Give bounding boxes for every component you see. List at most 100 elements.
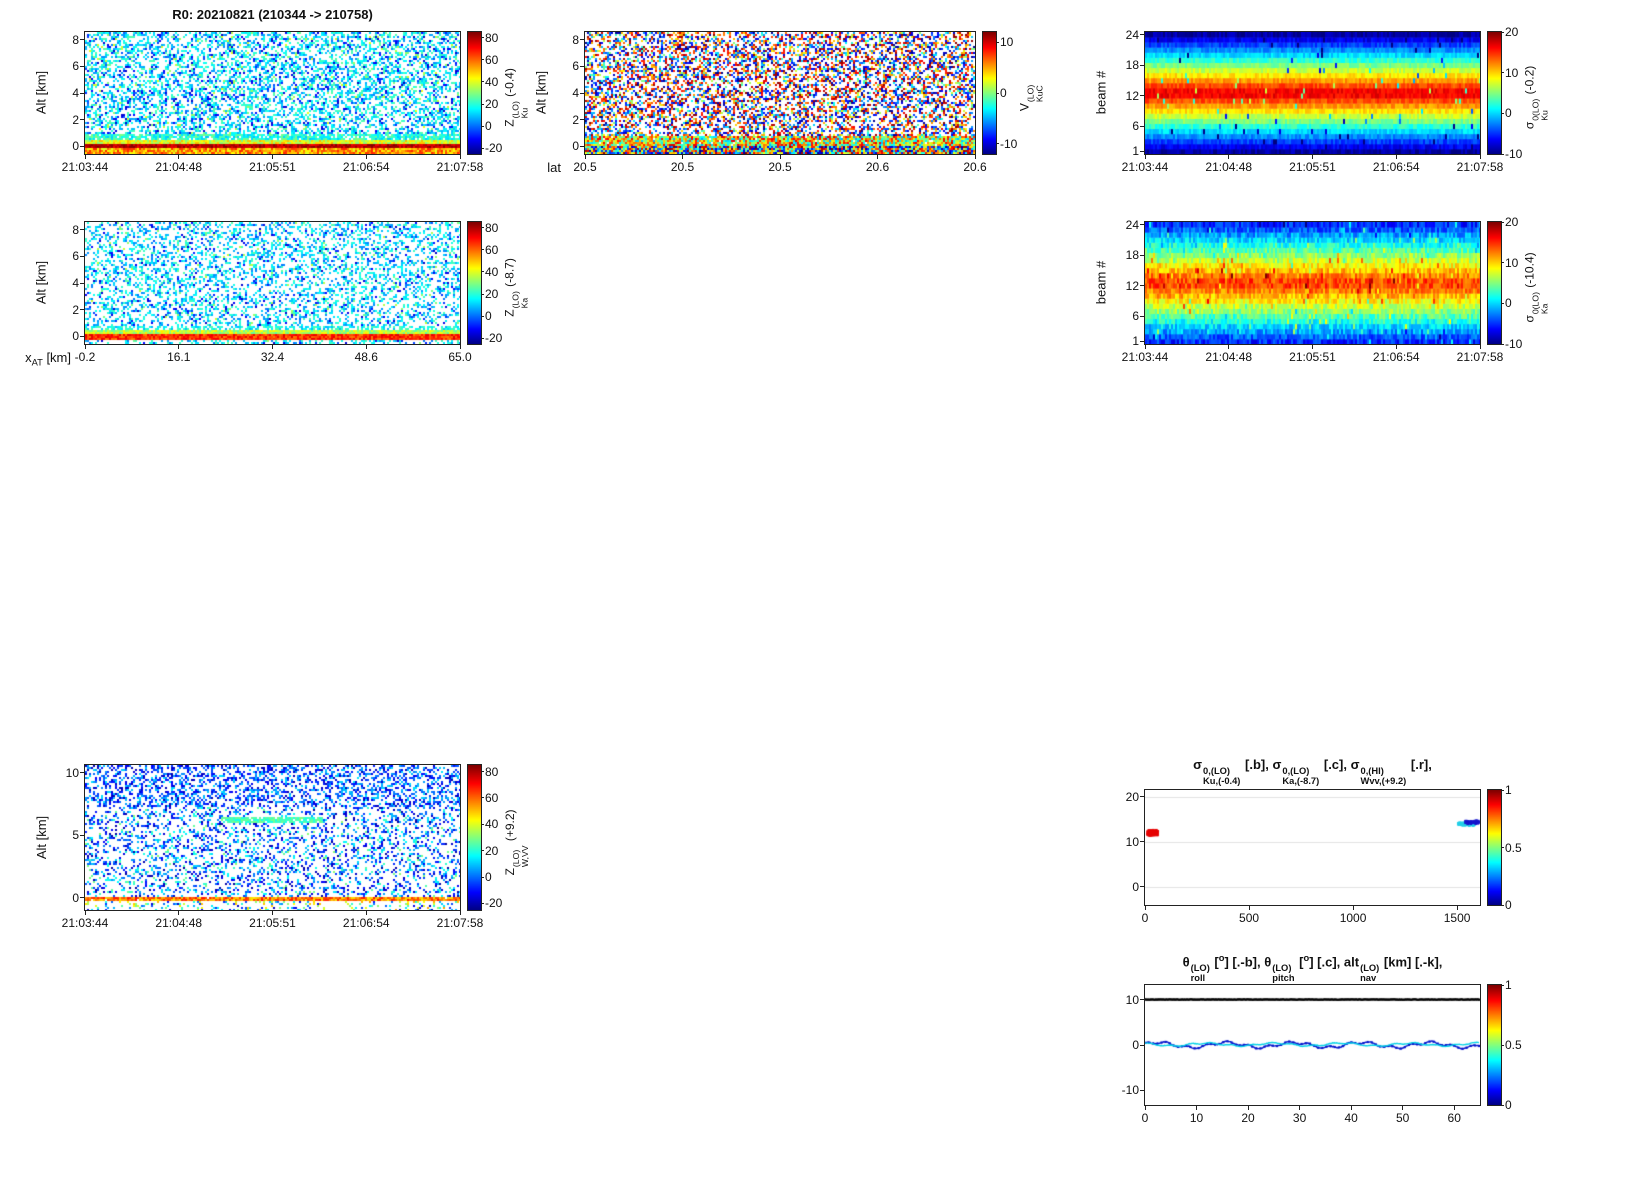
x-tick-mark [1352, 906, 1354, 910]
colorbar-tick-label: 0 [1505, 898, 1512, 912]
x-axis-label: xAT [km] [25, 350, 71, 368]
x-tick-label: 0 [1141, 1111, 1149, 1125]
formula-stack: 0,(LO) Ku,(-0.4) [1203, 766, 1241, 786]
y-tick-mark [1140, 125, 1144, 127]
y-tick-label: 1 [1132, 144, 1139, 159]
colorbar-tick-mark [481, 249, 484, 251]
colorbar-tick-label: 0 [485, 119, 492, 134]
x-tick-label: 50 [1396, 1111, 1410, 1125]
colorbar-tick-mark [481, 823, 484, 825]
colorbar-vkuc [982, 31, 997, 155]
colorbar-tick-mark [481, 771, 484, 773]
colorbar-gradient [468, 765, 481, 910]
y-tick-mark [1140, 95, 1144, 97]
y-tick-mark [1140, 285, 1144, 287]
colorbar-tick-mark [481, 59, 484, 61]
colorbar-tick-label: 10 [1000, 35, 1014, 50]
plot-area-sku [1144, 31, 1481, 155]
x-axis-label: lat [547, 160, 561, 175]
plot-area-att [1144, 984, 1481, 1106]
y-tick-label: 2 [72, 112, 79, 127]
colorbar-tick-label: 60 [485, 242, 499, 257]
plot-area-zku [84, 31, 461, 155]
colorbar-tick-mark [481, 103, 484, 105]
y-tick-label: 8 [72, 222, 79, 237]
x-tick-mark [1453, 1106, 1455, 1110]
colorbar-gradient [1488, 222, 1501, 344]
y-tick-label: 1 [1132, 334, 1139, 349]
y-tick-label: 0 [72, 329, 79, 344]
y-tick-mark [80, 65, 84, 67]
plot-canvas-zku [85, 32, 460, 154]
x-tick-mark [682, 155, 683, 159]
x-tick-mark [1479, 155, 1481, 159]
colorbar-tick-mark [481, 315, 484, 317]
y-tick-mark [80, 897, 84, 898]
x-tick-mark [84, 345, 86, 349]
colorbar-tick-label: 0 [1505, 296, 1512, 311]
y-tick-mark [1140, 1044, 1144, 1046]
formula-stack: 0(LO) Ku [1530, 98, 1550, 121]
formula-stack: (LO) Ka [510, 291, 530, 309]
colorbar-tick-mark [1501, 112, 1504, 114]
y-tick-label: 6 [72, 59, 79, 74]
colorbar-tick-label: 60 [485, 790, 499, 805]
colorbar-tick-label: 0.5 [1505, 1038, 1522, 1052]
y-tick-mark [80, 119, 84, 121]
y-tick-mark [1140, 841, 1144, 843]
y-tick-label: 10 [1125, 992, 1139, 1007]
y-tick-mark [80, 309, 84, 311]
plot-canvas-sku [1145, 32, 1480, 154]
colorbar-zw [467, 764, 482, 911]
colorbar-tick-mark [481, 902, 484, 904]
formula-stack: (LO) KuC [1025, 84, 1045, 103]
colorbar-att [1487, 984, 1502, 1106]
colorbar-tick-mark [996, 92, 999, 94]
colorbar-tick-label: -20 [485, 141, 503, 156]
x-tick-mark [84, 155, 86, 159]
y-tick-mark [80, 282, 84, 284]
x-tick-label: 1500 [1443, 911, 1471, 925]
y-tick-mark [1140, 886, 1144, 888]
colorbar-tick-mark [1501, 31, 1504, 33]
plot-canvas-zw [85, 765, 460, 910]
x-tick-mark [272, 345, 273, 349]
formula-stack: 0,(LO) Ka,(-8.7) [1282, 766, 1320, 786]
colorbar-tick-label: 40 [485, 74, 499, 89]
y-tick-label: 0 [1132, 879, 1139, 894]
colorbar-tick-label: -10 [1505, 147, 1523, 161]
x-tick-label: 1000 [1339, 911, 1367, 925]
x-tick-mark [974, 155, 976, 159]
colorbar-label: Z (LO) Ka (-8.7) [502, 258, 530, 317]
colorbar-tick-label: 0 [1505, 1098, 1512, 1112]
y-tick-mark [580, 145, 584, 147]
y-tick-mark [80, 145, 84, 147]
x-tick-label: 32.4 [260, 350, 285, 364]
x-tick-label: 21:05:51 [249, 160, 296, 174]
x-tick-label: 60 [1447, 1111, 1461, 1125]
x-tick-mark [459, 911, 461, 915]
y-tick-mark [580, 119, 584, 121]
colorbar-label: σ 0(LO) Ka (-10.4) [1522, 252, 1550, 323]
x-tick-label: 21:05:51 [1289, 160, 1336, 174]
x-tick-mark [1299, 1106, 1301, 1110]
x-tick-mark [779, 155, 781, 159]
x-tick-label: 20.5 [573, 160, 597, 174]
y-tick-mark [80, 335, 84, 337]
y-tick-label: 4 [72, 86, 79, 100]
y-tick-mark [1140, 34, 1144, 36]
y-tick-label: 0 [72, 890, 79, 905]
x-tick-label: 20 [1241, 1111, 1255, 1125]
y-tick-mark [80, 229, 84, 231]
colorbar-tick-label: 40 [485, 817, 499, 832]
colorbar-label: V (LO) KuC [1017, 84, 1045, 112]
y-tick-label: 6 [1132, 309, 1139, 324]
y-tick-mark [80, 92, 84, 94]
colorbar-tick-mark [1501, 1044, 1504, 1046]
plot-canvas-vkuc [585, 32, 975, 154]
formula-stack: (LO) nav [1360, 963, 1380, 984]
colorbar-tick-mark [481, 81, 484, 83]
colorbar-tick-mark [1501, 72, 1504, 74]
colorbar-tick-label: 0 [485, 309, 492, 324]
y-tick-label: 5 [72, 828, 79, 842]
